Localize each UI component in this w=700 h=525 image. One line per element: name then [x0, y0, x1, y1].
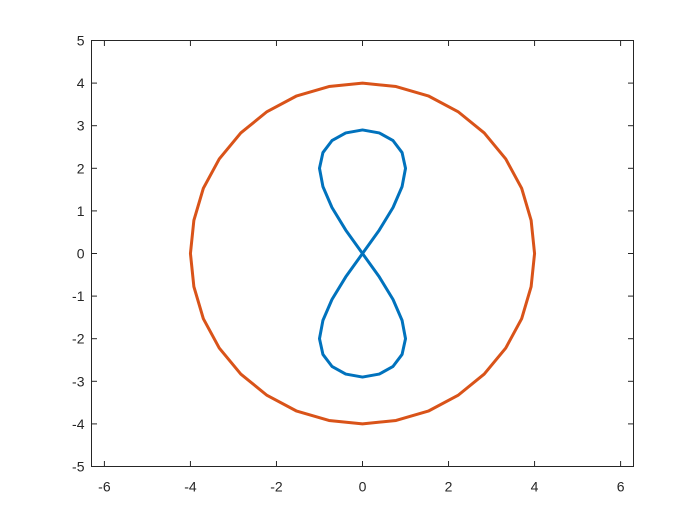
x-tick-label: -4: [184, 479, 197, 495]
x-tick-label: -2: [270, 479, 283, 495]
y-tick-label: -3: [72, 373, 85, 389]
x-tick-label: 0: [359, 479, 367, 495]
y-tick-label: -2: [72, 331, 85, 347]
x-tick-label: 4: [531, 479, 539, 495]
x-tick-label: -6: [98, 479, 111, 495]
y-tick-label: 4: [77, 75, 85, 91]
y-tick-label: -1: [72, 288, 85, 304]
series-line-circle: [188, 81, 537, 426]
y-tick-label: -5: [72, 459, 85, 475]
series-line-figure-eight: [317, 128, 408, 379]
tick-layer: -6 -4 -2 0 2 4 6 -5 -4 -3 -2 -1 0 1 2 3 4 5: [72, 33, 634, 495]
y-tick-label: 1: [77, 203, 85, 219]
x-tick-label: 2: [445, 479, 453, 495]
series-layer: [188, 81, 537, 426]
y-tick-label: -4: [72, 416, 85, 432]
y-tick-label: 5: [77, 33, 85, 49]
y-tick-label: 3: [77, 118, 85, 134]
y-tick-label: 2: [77, 160, 85, 176]
x-tick-label: 6: [617, 479, 625, 495]
y-tick-label: 0: [77, 246, 85, 262]
